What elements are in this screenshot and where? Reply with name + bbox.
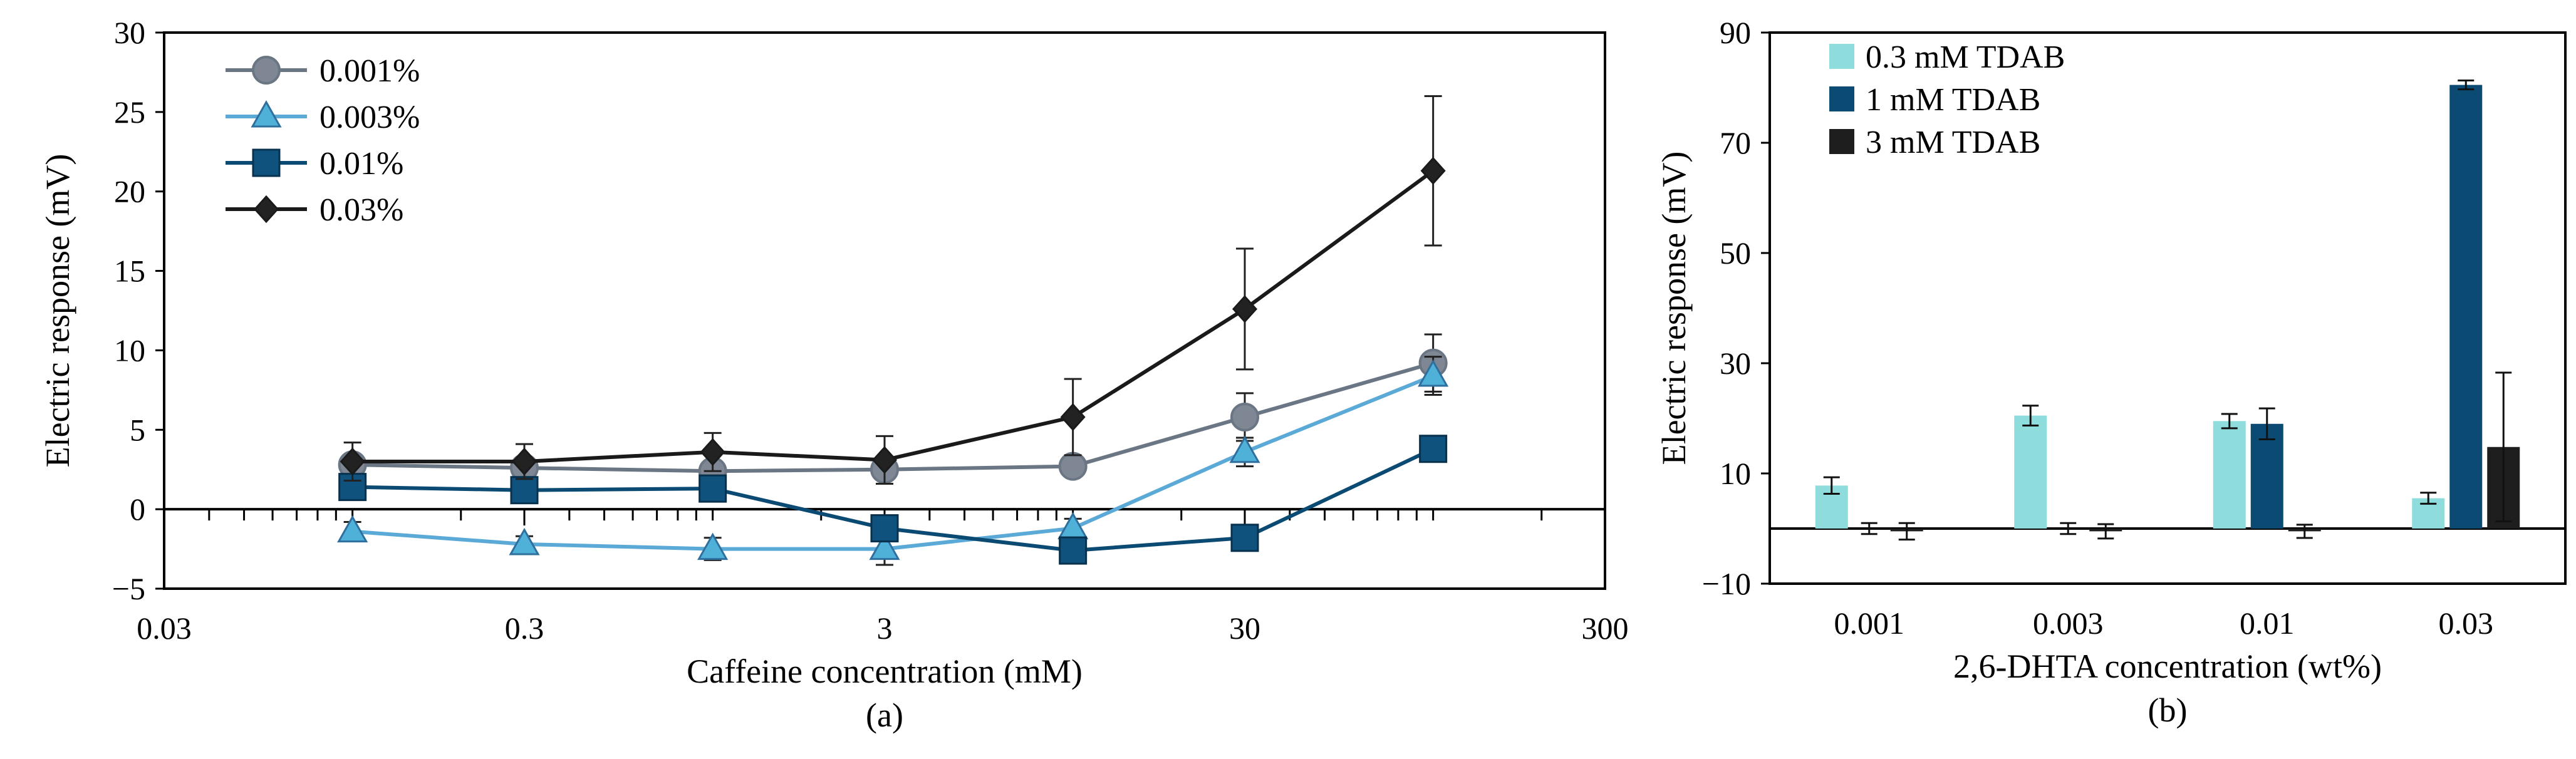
data-point <box>337 515 368 543</box>
panel-a-line-chart: −5 0 5 10 15 20 25 30 0.03 0.3 3 30 300 Caffeine conc… <box>39 15 1629 734</box>
x-tick-label-a: 30 <box>1229 611 1260 646</box>
data-point <box>870 514 899 543</box>
data-point <box>1420 157 1446 185</box>
data-point <box>1060 403 1086 431</box>
data-point <box>700 438 725 467</box>
series-line <box>352 361 1434 473</box>
y-axis-label-b: Electric response (mV) <box>1655 152 1693 465</box>
y-tick-label-b: 30 <box>1720 346 1751 381</box>
x-tick-label-b: 0.003 <box>2033 606 2104 641</box>
x-tick-label-a: 300 <box>1582 611 1629 646</box>
y-tick-label-b: 90 <box>1720 15 1751 50</box>
y-tick-label-a: 25 <box>114 95 145 130</box>
data-point <box>1232 295 1258 323</box>
data-point <box>699 474 727 503</box>
data-point <box>511 447 538 476</box>
x-tick-label-b: 0.01 <box>2240 606 2295 641</box>
legend-label-b: 3 mM TDAB <box>1866 125 2040 160</box>
legend-swatch-b <box>1829 44 1854 69</box>
legend-marker <box>253 195 279 224</box>
legend-swatch-b <box>1829 86 1854 111</box>
data-point <box>1057 512 1089 540</box>
series-3-group <box>340 95 1446 485</box>
data-point <box>697 532 729 560</box>
data-point <box>1229 435 1260 463</box>
series-2-group <box>338 435 1448 565</box>
x-tick-label-b: 0.001 <box>1834 606 1905 641</box>
data-point <box>510 476 539 505</box>
legend-marker <box>251 100 282 128</box>
y-tick-label-b: 70 <box>1720 125 1751 160</box>
y-tick-label-a: 20 <box>114 174 145 209</box>
panel-b-bar-chart: −10 10 30 50 70 90 0.001 0.003 0.01 0.03 2,6-DHTA … <box>1655 15 2567 729</box>
legend-marker <box>252 148 281 177</box>
y-tick-label-a: 0 <box>130 492 145 527</box>
data-point <box>1419 435 1448 463</box>
data-point <box>340 447 365 476</box>
x-tick-label-a: 0.03 <box>137 611 192 646</box>
data-point <box>1230 524 1259 552</box>
x-tick-label-a: 3 <box>877 611 893 646</box>
data-point <box>1058 452 1088 481</box>
legend-label-a: 0.001% <box>319 53 420 89</box>
series-line <box>352 169 1435 464</box>
y-tick-label-b: 50 <box>1720 235 1751 271</box>
legend-label-a: 0.01% <box>319 146 403 182</box>
legend-swatch-b <box>1829 129 1854 154</box>
data-point <box>1230 402 1259 431</box>
y-tick-label-b: 10 <box>1720 456 1751 491</box>
legend-label-b: 0.3 mM TDAB <box>1866 39 2065 75</box>
data-point <box>1059 536 1088 565</box>
data-point <box>1418 359 1449 387</box>
panel-label-b: (b) <box>2148 691 2188 729</box>
plot-area-a <box>163 31 1606 590</box>
y-tick-label-a: 30 <box>114 15 145 50</box>
x-tick-label-a: 0.3 <box>505 611 544 646</box>
bar <box>2449 85 2483 529</box>
legend-marker <box>252 56 281 85</box>
y-tick-label-b: −10 <box>1702 566 1751 601</box>
y-tick-label-a: 5 <box>130 412 145 447</box>
plot-area-b <box>1768 31 2567 585</box>
bar <box>2250 423 2283 529</box>
bar <box>2014 415 2047 529</box>
legend-label-a: 0.03% <box>319 192 403 228</box>
y-tick-label-a: 15 <box>114 254 145 289</box>
legend-label-a: 0.003% <box>319 100 420 135</box>
data-point <box>509 527 540 555</box>
y-axis-label-a: Electric response (mV) <box>39 154 76 468</box>
x-axis-label-b: 2,6-DHTA concentration (wt%) <box>1953 648 2382 685</box>
bar <box>2213 421 2246 529</box>
y-tick-label-a: 10 <box>114 333 145 368</box>
data-point <box>871 446 898 474</box>
series-1-group <box>337 356 1449 566</box>
legend-label-b: 1 mM TDAB <box>1866 82 2040 118</box>
panel-label-a: (a) <box>866 696 903 734</box>
y-tick-label-a: −5 <box>112 571 145 606</box>
x-axis-label-a: Caffeine concentration (mM) <box>687 653 1083 690</box>
data-point <box>869 532 900 560</box>
x-tick-label-b: 0.03 <box>2439 606 2494 641</box>
